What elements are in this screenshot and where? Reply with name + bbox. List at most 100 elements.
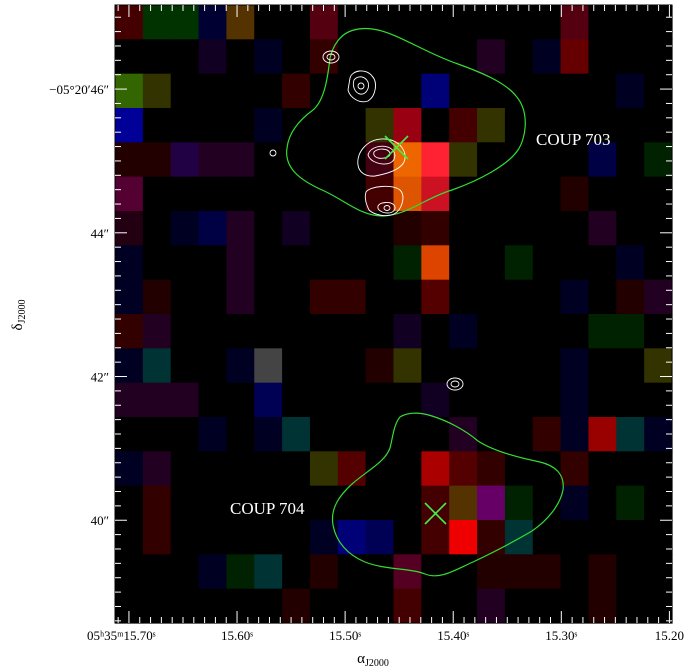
image-pixel [421, 314, 450, 349]
image-pixel [588, 211, 617, 246]
image-pixel [504, 451, 534, 487]
image-pixel [282, 348, 311, 384]
image-pixel [477, 520, 506, 555]
image-pixel [337, 382, 367, 418]
image-pixel [198, 485, 227, 521]
image-pixel [588, 554, 617, 590]
image-pixel [532, 245, 562, 281]
image-pixel [337, 520, 367, 555]
contour-ring [357, 138, 406, 177]
image-pixel [254, 73, 283, 109]
image-pixel [254, 176, 283, 212]
image-pixel [142, 211, 172, 246]
image-pixel [588, 245, 617, 281]
contour-ring [450, 380, 460, 388]
image-pixel [644, 108, 673, 143]
axis-tick-labels: 05ʰ35ᵐ15.70ˢ 15.60ˢ 15.50ˢ 15.40ˢ 15.30ˢ 15.2… [49, 82, 684, 643]
image-pixel [365, 417, 395, 452]
image-pixel [449, 279, 478, 315]
image-pixel [115, 176, 144, 212]
image-pixel [560, 142, 590, 178]
image-pixel [254, 279, 283, 315]
image-pixel [309, 417, 339, 452]
image-pixel [365, 39, 395, 75]
source-label-coup-703: COUP 703 [536, 130, 610, 149]
image-pixel [421, 588, 450, 624]
image-pixel [226, 588, 255, 624]
contour-ring [352, 76, 369, 95]
image-pixel [588, 588, 617, 624]
image-pixel [504, 348, 534, 384]
image-pixel [588, 108, 617, 143]
x-axis-title: αJ2000 [357, 651, 389, 669]
contour-ring [446, 377, 464, 391]
image-pixel [560, 39, 590, 75]
image-pixel [449, 314, 478, 349]
image-pixel [309, 314, 339, 349]
image-pixel [115, 211, 144, 246]
image-pixel [588, 279, 617, 315]
image-pixel [170, 211, 200, 246]
image-pixel [170, 142, 200, 178]
image-pixel [337, 485, 367, 521]
image-pixel [142, 142, 172, 178]
image-pixel [226, 39, 255, 75]
image-pixel [115, 39, 144, 75]
contour-ring [322, 50, 340, 64]
contour-ring [383, 205, 391, 211]
image-pixel [477, 176, 506, 212]
image-pixel [449, 39, 478, 75]
image-pixel [644, 348, 673, 384]
image-pixel [115, 382, 144, 418]
image-pixel [309, 520, 339, 555]
ir-contours [269, 50, 464, 391]
image-pixel [560, 451, 590, 487]
image-pixel [393, 348, 422, 384]
image-pixel [337, 348, 367, 384]
image-pixel [282, 417, 311, 452]
image-pixel [309, 142, 339, 178]
image-pixel [226, 279, 255, 315]
image-pixel [532, 348, 562, 384]
image-pixel [560, 245, 590, 281]
image-pixel [421, 417, 450, 452]
image-pixel [616, 485, 645, 521]
image-pixel [254, 245, 283, 281]
image-pixel [337, 5, 367, 40]
image-pixel [393, 108, 422, 143]
image-pixel [198, 176, 227, 212]
image-pixel [616, 279, 645, 315]
image-pixel [560, 417, 590, 452]
image-pixel [393, 5, 422, 40]
image-pixel [198, 588, 227, 624]
image-pixel [449, 348, 478, 384]
image-pixel [198, 554, 227, 590]
image-pixel [282, 5, 311, 40]
source-region-coup-703 [286, 27, 526, 217]
image-pixel [421, 39, 450, 75]
image-pixel [170, 245, 200, 281]
image-pixel [365, 5, 395, 40]
image-pixel [226, 554, 255, 590]
axis-ticks [115, 5, 672, 623]
x-tick-label: 15.30ˢ [545, 628, 577, 643]
image-pixel [226, 382, 255, 418]
y-axis-title: δJ2000 [10, 300, 28, 331]
image-pixel [170, 73, 200, 109]
image-pixel [532, 142, 562, 178]
image-pixel [616, 520, 645, 555]
image-pixel [644, 279, 673, 315]
image-pixel [309, 211, 339, 246]
image-pixel [588, 73, 617, 109]
image-pixel [170, 485, 200, 521]
image-pixel [142, 554, 172, 590]
image-pixel [532, 279, 562, 315]
image-pixel [170, 417, 200, 452]
image-pixel [560, 382, 590, 418]
image-pixel [142, 5, 172, 40]
image-pixel [393, 520, 422, 555]
image-pixel [142, 245, 172, 281]
image-pixel [337, 417, 367, 452]
image-pixel [532, 314, 562, 349]
image-pixel [504, 382, 534, 418]
